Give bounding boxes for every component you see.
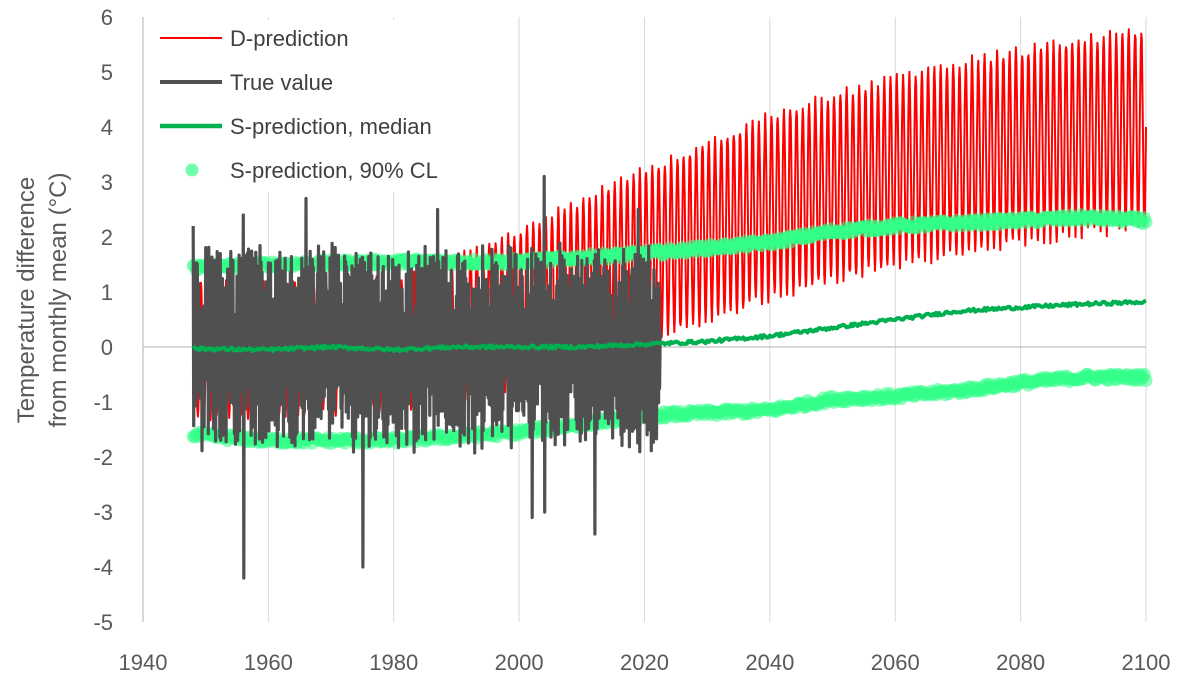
y-tick--3: -3 bbox=[93, 500, 113, 525]
y-tick-4: 4 bbox=[101, 115, 113, 140]
x-tick-2060: 2060 bbox=[871, 650, 920, 675]
x-tick-1960: 1960 bbox=[244, 650, 293, 675]
legend-background bbox=[150, 20, 495, 192]
x-tick-2080: 2080 bbox=[996, 650, 1045, 675]
legend-label-3: S-prediction, 90% CL bbox=[230, 158, 438, 183]
y-tick-6: 6 bbox=[101, 5, 113, 30]
legend-label-2: S-prediction, median bbox=[230, 114, 432, 139]
series-true-value bbox=[191, 174, 662, 580]
x-tick-1980: 1980 bbox=[369, 650, 418, 675]
y-tick--1: -1 bbox=[93, 390, 113, 415]
legend-label-1: True value bbox=[230, 70, 333, 95]
series-s-prediction-median bbox=[191, 298, 1147, 353]
y-axis-title-line-2: from monthly mean (°C) bbox=[45, 173, 72, 428]
y-axis-title: Temperature difference from monthly mean… bbox=[13, 173, 72, 428]
x-tick-2000: 2000 bbox=[495, 650, 544, 675]
x-tick-2020: 2020 bbox=[620, 650, 669, 675]
y-axis-title-line-1: Temperature difference bbox=[13, 177, 40, 423]
cl-point-lower bbox=[1139, 374, 1153, 387]
y-tick-5: 5 bbox=[101, 60, 113, 85]
x-tick-1940: 1940 bbox=[119, 650, 168, 675]
cl-point-upper bbox=[1139, 215, 1153, 229]
legend-marker-s-prediction-90cl bbox=[185, 163, 199, 177]
y-tick-3: 3 bbox=[101, 170, 113, 195]
y-tick-2: 2 bbox=[101, 225, 113, 250]
legend-label-0: D-prediction bbox=[230, 26, 349, 51]
plot-area bbox=[186, 28, 1153, 580]
y-tick--5: -5 bbox=[93, 610, 113, 635]
y-tick--4: -4 bbox=[93, 555, 113, 580]
legend: D-prediction True value S-prediction, medi… bbox=[150, 20, 495, 192]
y-tick-0: 0 bbox=[101, 335, 113, 360]
x-tick-2040: 2040 bbox=[745, 650, 794, 675]
y-tick-1: 1 bbox=[101, 280, 113, 305]
x-tick-2100: 2100 bbox=[1122, 650, 1171, 675]
tick-labels: 1940 1960 1980 2000 2020 2040 2060 2080 2100 -5 -4… bbox=[93, 5, 1170, 675]
y-tick--2: -2 bbox=[93, 445, 113, 470]
